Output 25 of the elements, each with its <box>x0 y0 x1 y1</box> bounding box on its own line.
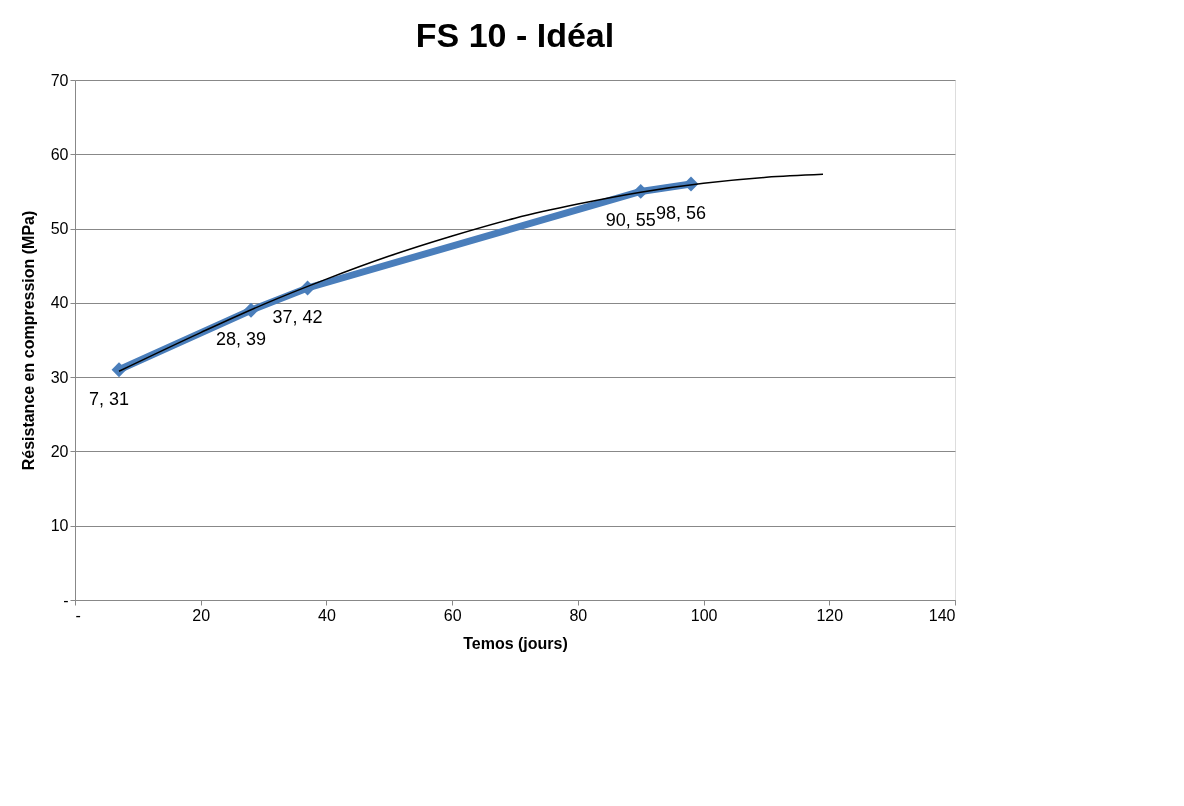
data-label: 7, 31 <box>88 388 130 409</box>
y-tick-label: - <box>63 591 69 609</box>
y-tick-label: 20 <box>50 442 69 460</box>
data-label: 98, 56 <box>655 203 707 223</box>
y-tick-label: 70 <box>50 71 69 89</box>
data-label: 90, 55 <box>605 210 656 231</box>
y-tick-label: 60 <box>50 145 69 163</box>
x-tick-label: 20 <box>192 606 211 624</box>
x-tick-label: 140 <box>928 606 956 624</box>
y-axis-title: Résistance en compression (MPa) <box>19 210 37 471</box>
data-label: 28, 39 <box>215 329 267 350</box>
y-tick-label: 30 <box>50 368 69 386</box>
x-tick-label: 60 <box>443 606 462 624</box>
chart-title: FS 10 - Idéal <box>415 16 615 54</box>
data-label: 37, 42 <box>272 307 323 327</box>
x-tick-label: 100 <box>690 606 718 624</box>
y-tick-label: 40 <box>50 294 69 312</box>
x-tick-label: - <box>75 606 81 624</box>
x-axis-title: Temos (jours) <box>463 634 568 652</box>
x-tick-label: 40 <box>318 606 336 624</box>
y-tick-label: 50 <box>50 220 69 238</box>
point <box>111 362 127 378</box>
x-tick-label: 80 <box>569 606 588 624</box>
x-tick-label: 120 <box>816 606 844 624</box>
y-tick-label: 10 <box>50 517 69 535</box>
